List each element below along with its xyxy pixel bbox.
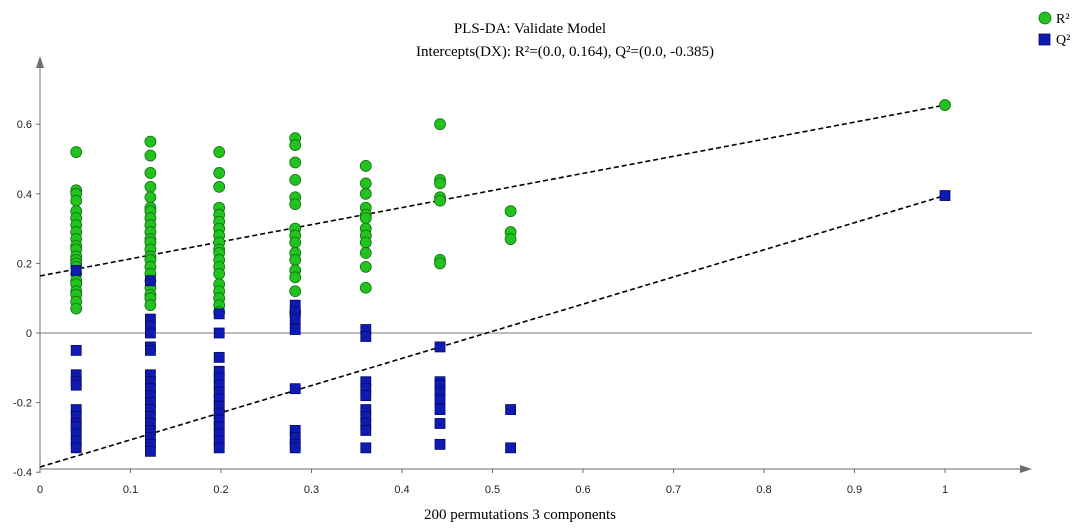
q2-series [70, 190, 951, 457]
r2-series [70, 99, 951, 319]
q2-point [360, 442, 372, 454]
r2-point [434, 257, 446, 270]
r2-point [289, 236, 302, 249]
y-tick-label: 0.2 [17, 258, 32, 270]
y-tick-label: 0 [26, 328, 32, 340]
r2-point [144, 135, 157, 148]
q2-point [434, 393, 446, 405]
r2-point [144, 180, 157, 193]
q2-point [145, 344, 156, 356]
x-tick-label: 0.5 [485, 484, 500, 496]
q2-point [289, 324, 301, 335]
r2-point [504, 205, 517, 218]
q2-trend-line [39, 194, 946, 468]
y-tick-label: 0.4 [17, 189, 32, 201]
r2-point [289, 156, 302, 169]
x-tick-label: 0.3 [304, 484, 319, 496]
r2-point [213, 267, 226, 280]
r2-point [289, 173, 302, 186]
r2-point [144, 149, 157, 162]
q2-point [360, 331, 372, 342]
q2-point [70, 442, 82, 454]
r2-point [144, 167, 157, 179]
q2-point [70, 264, 82, 276]
q2-point [70, 344, 82, 356]
q2-point [505, 404, 517, 415]
r2-point [434, 194, 446, 207]
q2-point [213, 351, 225, 363]
r2-point [359, 247, 372, 259]
r2-point [70, 194, 83, 207]
legend-q2-marker [1038, 33, 1051, 46]
r2-point [359, 187, 372, 200]
r2-point [144, 299, 157, 312]
q2-point [145, 275, 156, 287]
legend-r2-marker [1038, 11, 1052, 25]
x-axis-arrow [1020, 465, 1032, 473]
trend-lines [39, 104, 946, 468]
r2-point [359, 212, 372, 225]
r2-point [70, 302, 83, 315]
r2-point [359, 281, 372, 294]
x-tick-label: 0.4 [394, 484, 409, 496]
q2-point [213, 442, 225, 454]
q2-point [434, 418, 446, 429]
q2-point [939, 190, 951, 201]
r2-point [504, 233, 517, 245]
q2-point [213, 308, 225, 320]
y-tick-label: -0.2 [13, 398, 32, 410]
r2-point [939, 99, 951, 111]
r2-point [359, 236, 372, 249]
r2-point [289, 254, 302, 266]
x-tick-label: 0.8 [756, 484, 771, 496]
x-tick-label: 0.1 [123, 484, 138, 496]
q2-point [505, 442, 517, 454]
x-axis-label: 200 permutations 3 components [424, 507, 616, 523]
y-tick-label: 0.6 [17, 119, 32, 131]
q2-point [434, 404, 446, 415]
legend: R² Q² [1038, 11, 1070, 48]
q2-point [289, 383, 301, 395]
q2-point [360, 390, 372, 402]
legend-q2-label: Q² [1056, 33, 1070, 48]
r2-point [359, 260, 372, 273]
x-tick-label: 1 [942, 484, 948, 496]
r2-point [144, 191, 157, 204]
r2-point [289, 285, 302, 298]
x-tick-label: 0.2 [213, 484, 228, 496]
r2-point [213, 146, 226, 158]
x-tick-label: 0 [37, 484, 43, 496]
r2-point [213, 180, 226, 193]
q2-point [434, 341, 446, 353]
q2-point [145, 327, 156, 339]
x-tick-label: 0.9 [847, 484, 862, 496]
r2-point [434, 177, 446, 190]
r2-point [70, 146, 83, 158]
data-points [70, 99, 951, 457]
r2-point [359, 177, 372, 190]
y-axis-arrow [36, 56, 44, 68]
q2-point [434, 438, 446, 450]
x-tick-label: 0.6 [575, 484, 590, 496]
chart-title: PLS-DA: Validate Model [454, 21, 606, 37]
q2-point [289, 442, 301, 454]
r2-point [434, 118, 446, 131]
q2-point [145, 445, 156, 457]
y-tick-label: -0.4 [13, 467, 32, 479]
q2-point [70, 379, 82, 391]
x-tick-label: 0.7 [666, 484, 681, 496]
r2-trend-line [39, 104, 946, 277]
q2-point [213, 327, 225, 339]
chart-subtitle: Intercepts(DX): R²=(0.0, 0.164), Q²=(0.0… [416, 44, 714, 60]
r2-point [359, 160, 372, 172]
r2-point [213, 167, 226, 179]
r2-point [289, 198, 302, 211]
axes: 0 0.1 0.2 0.3 0.4 0.5 0.6 0.7 0.8 0.9 1 -0.4 -0.2 0 0.… [13, 56, 1032, 496]
r2-point [289, 271, 302, 284]
q2-point [289, 313, 301, 325]
q2-point [360, 425, 372, 436]
r2-point [289, 139, 302, 151]
legend-r2-label: R² [1056, 12, 1070, 27]
